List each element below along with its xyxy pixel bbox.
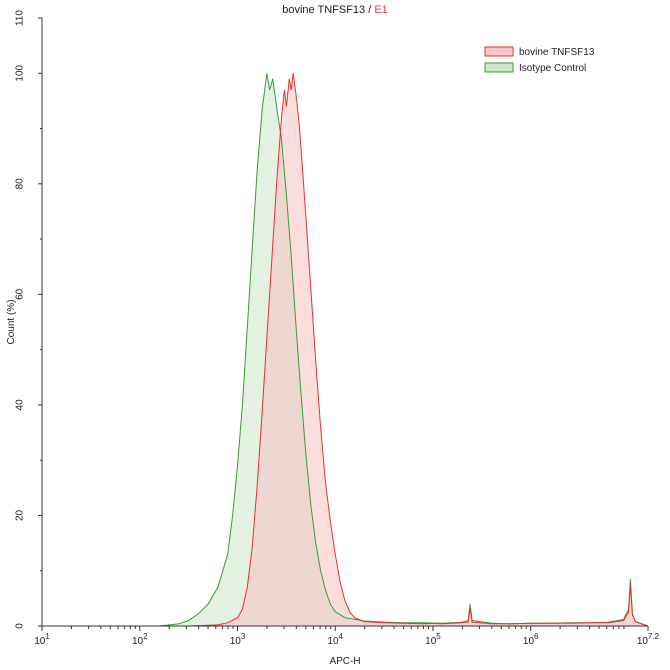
- x-tick-label: 103: [230, 632, 246, 647]
- x-tick-label: 104: [327, 632, 343, 647]
- y-tick-label: 40: [15, 399, 26, 411]
- series-fills: [42, 73, 648, 627]
- y-tick-label: 60: [15, 288, 26, 300]
- x-tick-label: 105: [425, 632, 441, 647]
- series-fill-0: [42, 73, 648, 627]
- legend: bovine TNFSF13 Isotype Control: [484, 46, 595, 74]
- title-sample: bovine TNFSF13: [282, 4, 366, 16]
- series-line-1: [42, 73, 649, 627]
- x-axis-label: APC-H: [329, 656, 360, 667]
- y-axis-ticks: 0 20 40 60 80 100 110: [15, 10, 42, 629]
- chart-title: bovine TNFSF13 / E1: [0, 4, 670, 16]
- x-tick-label: 101: [34, 632, 50, 647]
- x-axis-ticks: 101 102 103 104 105 106 107.2: [34, 626, 660, 647]
- axes: [41, 18, 648, 627]
- title-gate: E1: [374, 4, 388, 16]
- x-tick-label: 102: [132, 632, 148, 647]
- series-fill-1: [42, 73, 648, 627]
- series-line-0: [42, 73, 649, 627]
- title-separator: /: [365, 4, 375, 16]
- x-tick-label: 107.2: [637, 632, 660, 647]
- y-tick-label: 100: [15, 64, 26, 81]
- y-axis-label: Count (%): [6, 299, 17, 344]
- y-tick-label: 110: [15, 10, 26, 26]
- legend-swatch: [484, 62, 514, 73]
- legend-label: bovine TNFSF13: [519, 47, 595, 58]
- legend-swatch: [484, 46, 514, 57]
- x-tick-label: 106: [523, 632, 539, 647]
- y-tick-label: 0: [15, 623, 26, 629]
- series-lines: [42, 73, 649, 627]
- y-tick-label: 20: [15, 509, 26, 521]
- y-tick-label: 80: [15, 178, 26, 190]
- legend-label: Isotype Control: [519, 63, 586, 74]
